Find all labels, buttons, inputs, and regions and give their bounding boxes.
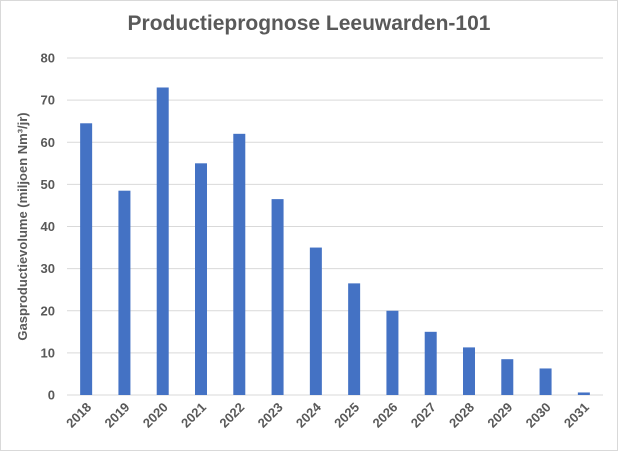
x-tick-label-2021: 2021 [178,400,209,431]
x-tick-label-2030: 2030 [523,400,554,431]
x-tick-label-2019: 2019 [101,400,132,431]
y-tick-label: 50 [41,177,55,192]
x-tick-label-2028: 2028 [446,400,477,431]
bar-2020 [156,87,169,396]
bar-2024 [309,247,322,395]
bar-2029 [501,359,514,395]
bars [80,87,590,396]
bar-2027 [424,331,437,395]
x-tick-label-2025: 2025 [331,400,362,431]
bar-2028 [463,347,475,395]
bar-2031 [577,392,590,395]
y-tick-label: 10 [41,345,55,360]
bar-2018 [80,123,93,395]
x-tick-labels: 2018 2019 2020 2021 2022 2023 2024 2025 2026 2027… [63,399,592,431]
y-tick-label: 60 [41,135,55,150]
x-tick-label-2029: 2029 [484,400,515,431]
y-tick-label: 30 [41,261,55,276]
x-tick-label-2026: 2026 [369,400,400,431]
y-tick-labels: 0 10 20 30 40 50 60 70 80 [41,51,55,403]
bar-2021 [195,163,207,395]
y-tick-label: 80 [41,51,55,66]
gridlines [67,57,603,396]
bar-2025 [348,283,361,395]
y-tick-label: 70 [41,93,55,108]
bar-2022 [233,133,246,395]
x-tick-label-2018: 2018 [63,400,94,431]
x-tick-label-2020: 2020 [140,400,171,431]
y-tick-label: 40 [41,219,55,234]
bar-2019 [118,190,131,395]
bar-2023 [271,199,284,395]
y-tick-label: 20 [41,303,55,318]
bar-2026 [386,310,399,395]
x-tick-label-2023: 2023 [255,400,286,431]
bar-2030 [539,368,552,395]
x-tick-label-2024: 2024 [293,399,325,431]
y-tick-label: 0 [48,388,55,403]
chart-title: Productieprognose Leeuwarden-101 [127,12,491,35]
x-tick-label-2027: 2027 [408,400,439,431]
y-axis-title: Gasproductievolume (miljoen Nm³/jr) [15,112,30,340]
x-tick-label-2031: 2031 [561,400,592,431]
x-tick-label-2022: 2022 [216,400,247,431]
